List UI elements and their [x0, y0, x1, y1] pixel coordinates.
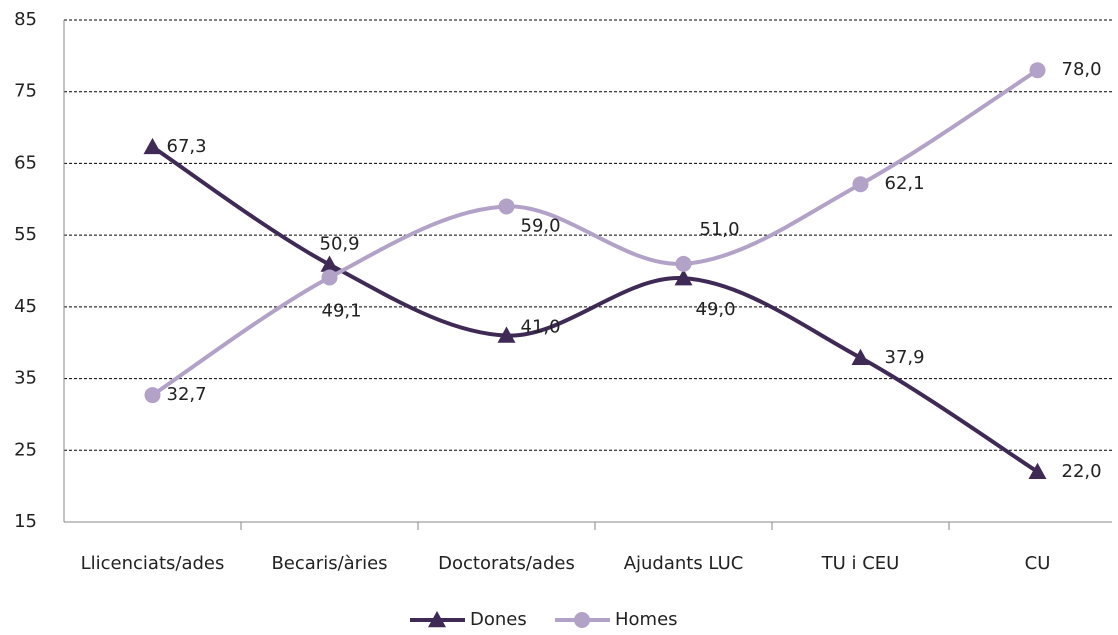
x-tick-label: Ajudants LUC: [624, 553, 744, 574]
legend-label: Homes: [615, 609, 678, 630]
legend-marker: [428, 611, 446, 628]
y-tick-label: 55: [14, 224, 37, 245]
y-tick-label: 15: [14, 511, 37, 532]
point: [321, 269, 338, 286]
point: [144, 387, 161, 404]
data-label: 78,0: [1062, 59, 1102, 80]
y-tick-label: 75: [14, 81, 37, 102]
data-label: 22,0: [1062, 461, 1102, 482]
y-tick-label: 65: [14, 152, 37, 173]
data-label: 62,1: [885, 173, 925, 194]
y-tick-label: 25: [14, 439, 37, 460]
data-label: 50,9: [320, 234, 360, 255]
y-tick-label: 45: [14, 296, 37, 317]
x-tick-label: Llicenciats/ades: [81, 553, 225, 574]
data-label: 41,0: [521, 317, 561, 338]
data-label: 37,9: [885, 347, 925, 368]
x-tick-label: TU i CEU: [821, 553, 900, 574]
legend-label: Dones: [470, 609, 527, 630]
point: [675, 255, 692, 272]
point: [143, 137, 162, 155]
y-tick-label: 35: [14, 368, 37, 389]
x-tick-label: Becaris/àries: [271, 553, 387, 574]
point: [674, 269, 693, 286]
x-tick-label: CU: [1025, 553, 1051, 574]
y-tick-label: 85: [14, 9, 37, 30]
series-line: [151, 68, 1039, 397]
point: [852, 176, 869, 193]
data-label: 49,1: [322, 300, 362, 321]
point: [851, 348, 870, 365]
data-label: 67,3: [167, 136, 207, 157]
x-tick-label: Doctorats/ades: [438, 553, 575, 574]
data-label: 49,0: [696, 299, 736, 320]
legend-marker: [574, 612, 590, 628]
data-label: 32,7: [167, 384, 207, 405]
point: [1029, 62, 1046, 79]
data-label: 51,0: [700, 219, 740, 240]
point: [320, 255, 339, 272]
point: [498, 198, 515, 215]
point: [497, 326, 516, 343]
point: [1028, 462, 1047, 479]
series-line: [151, 145, 1039, 474]
data-label: 59,0: [521, 215, 561, 236]
